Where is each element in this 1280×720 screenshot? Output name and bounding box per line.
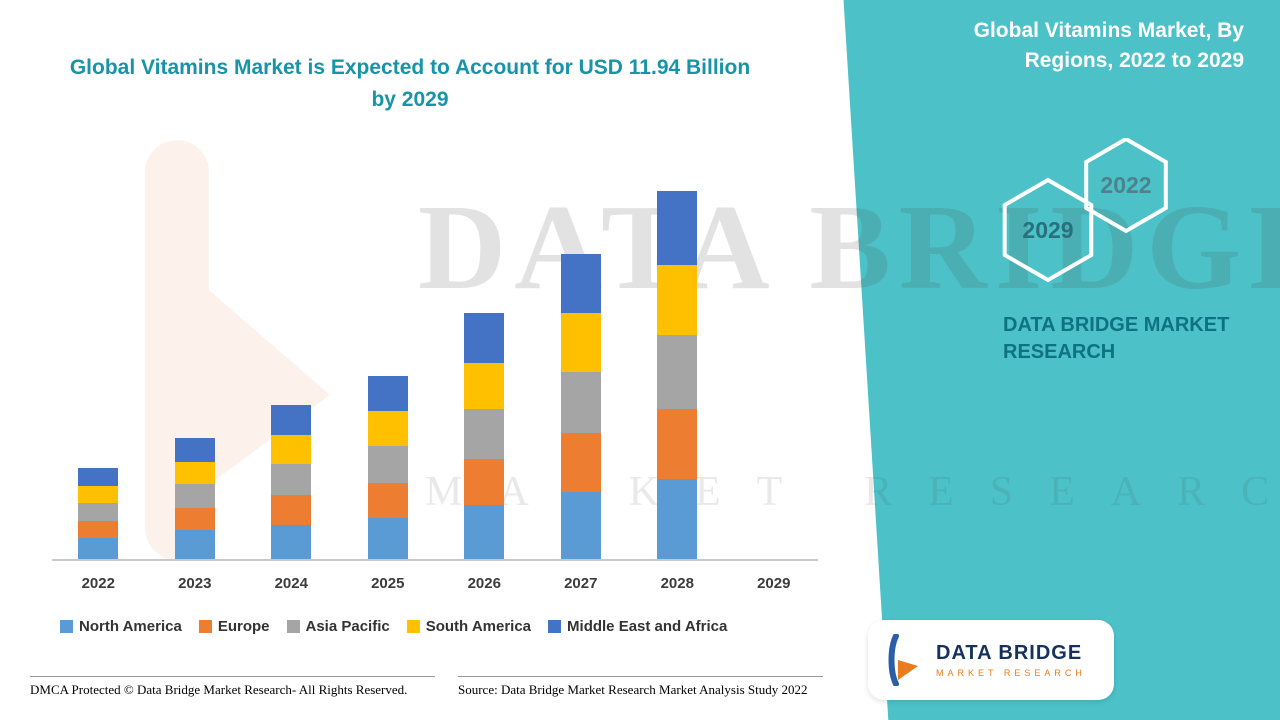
hexagon-year-2029: 2029 xyxy=(1022,217,1073,243)
bar-segment-2023-south-america xyxy=(174,462,215,485)
legend-swatch xyxy=(286,620,300,633)
bar-slot-2022 xyxy=(50,467,147,560)
legend-label: Europe xyxy=(217,618,270,635)
legend-label: South America xyxy=(425,618,532,635)
bar-segment-2022-north-america xyxy=(78,537,119,560)
legend-label: Asia Pacific xyxy=(305,618,390,635)
source-note: Source: Data Bridge Market Research Mark… xyxy=(458,676,823,698)
bar-segment-2024-north-america xyxy=(271,524,312,560)
year-hexagons: 2029 2022 xyxy=(1002,138,1168,283)
bar-segment-2027-asia-pacific xyxy=(560,371,601,433)
bar-segment-2022-asia-pacific xyxy=(78,502,119,522)
bar-segment-2027-south-america xyxy=(560,312,601,372)
bar-segment-2024-asia-pacific xyxy=(271,464,312,496)
data-bridge-logo-card: DATA BRIDGE MARKET RESEARCH xyxy=(868,620,1114,700)
bar-segment-2026-asia-pacific xyxy=(464,408,505,459)
bar-segment-2023-middle-east-and-africa xyxy=(174,438,215,463)
legend-item-south-america: South America xyxy=(406,618,532,635)
legend-swatch xyxy=(198,620,212,633)
bar-segment-2025-south-america xyxy=(367,410,408,446)
bar-segment-2027-north-america xyxy=(560,491,601,560)
bar-segment-2026-middle-east-and-africa xyxy=(464,312,505,363)
bar-slot-2026 xyxy=(436,312,533,560)
bar-segment-2028-south-america xyxy=(657,264,698,335)
legend-item-north-america: North America xyxy=(60,618,182,635)
x-axis-label-2024: 2024 xyxy=(274,575,308,592)
x-axis-line xyxy=(52,559,818,561)
hexagon-2022-icon xyxy=(1084,138,1168,234)
legend-label: Middle East and Africa xyxy=(567,618,728,635)
x-axis-label-2022: 2022 xyxy=(81,575,115,592)
stacked-bar-2025 xyxy=(367,375,408,560)
x-axis-label-2028: 2028 xyxy=(660,575,694,592)
hexagon-2029-icon xyxy=(1002,177,1094,283)
bar-segment-2028-asia-pacific xyxy=(657,334,698,409)
bar-segment-2027-europe xyxy=(560,432,601,492)
x-axis-label-2027: 2027 xyxy=(564,575,598,592)
legend-swatch xyxy=(548,620,562,633)
bar-segment-2025-europe xyxy=(367,482,408,518)
legend-item-middle-east-and-africa: Middle East and Africa xyxy=(548,618,727,635)
bar-segment-2028-north-america xyxy=(657,478,698,560)
x-axis-label-2026: 2026 xyxy=(467,575,501,592)
legend-item-asia-pacific: Asia Pacific xyxy=(286,618,390,635)
hexagon-year-2022: 2022 xyxy=(1100,172,1151,198)
bar-slot-2027 xyxy=(533,253,630,560)
bar-segment-2022-europe xyxy=(78,521,119,538)
bar-segment-2025-asia-pacific xyxy=(367,445,408,483)
bar-segment-2028-europe xyxy=(657,408,698,479)
x-axis-labels: 2022 2023 2024 2025 2026 2027 2028 2029 xyxy=(50,575,822,592)
bar-segment-2024-south-america xyxy=(271,434,312,465)
bar-segment-2026-europe xyxy=(464,458,505,505)
chart-headline: Global Vitamins Market is Expected to Ac… xyxy=(69,56,751,111)
bar-segment-2026-north-america xyxy=(464,504,505,560)
stacked-bar-2027 xyxy=(560,253,601,560)
logo-sub-text: MARKET RESEARCH xyxy=(936,668,1086,678)
bar-slot-2023 xyxy=(147,438,244,560)
data-bridge-logo-icon xyxy=(888,634,918,686)
panel-title: Global Vitamins Market, By Regions, 2022… xyxy=(973,19,1244,73)
stacked-bar-2026 xyxy=(464,312,505,560)
dmca-notice: DMCA Protected © Data Bridge Market Rese… xyxy=(30,676,435,698)
bar-segment-2026-south-america xyxy=(464,362,505,409)
stacked-bar-2022 xyxy=(78,467,119,560)
x-axis-label-2023: 2023 xyxy=(178,575,212,592)
bar-segment-2022-south-america xyxy=(78,486,119,503)
bar-segment-2025-middle-east-and-africa xyxy=(367,375,408,411)
legend-swatch xyxy=(60,620,73,633)
x-axis-label-2025: 2025 xyxy=(371,575,405,592)
stacked-bar-2024 xyxy=(271,405,312,560)
bar-segment-2024-middle-east-and-africa xyxy=(271,405,312,435)
legend-label: North America xyxy=(79,618,182,635)
bar-segment-2025-north-america xyxy=(367,517,408,560)
bar-segment-2028-middle-east-and-africa xyxy=(657,191,698,265)
legend-swatch xyxy=(406,620,420,633)
stacked-bar-2028 xyxy=(657,191,698,560)
bar-segment-2022-middle-east-and-africa xyxy=(78,467,119,487)
stacked-bar-2023 xyxy=(174,438,215,560)
bar-segment-2024-europe xyxy=(271,495,312,525)
stacked-bar-chart xyxy=(50,180,822,560)
logo-brand-text: DATA BRIDGE xyxy=(936,642,1083,664)
chart-legend: North America Europe Asia Pacific South Ame… xyxy=(60,618,727,635)
bar-slot-2025 xyxy=(340,375,437,560)
bar-segment-2023-north-america xyxy=(174,530,215,560)
logo-wordmark: DATA BRIDGE MARKET RESEARCH xyxy=(936,642,1086,678)
bar-segment-2027-middle-east-and-africa xyxy=(560,253,601,313)
legend-item-europe: Europe xyxy=(198,618,270,635)
bar-segment-2023-asia-pacific xyxy=(174,484,215,509)
bar-segment-2023-europe xyxy=(174,508,215,531)
panel-brand-text: DATA BRIDGE MARKET RESEARCH xyxy=(1003,314,1230,363)
x-axis-label-2029: 2029 xyxy=(757,575,791,592)
bar-slot-2028 xyxy=(629,191,726,560)
bar-slot-2024 xyxy=(243,405,340,560)
